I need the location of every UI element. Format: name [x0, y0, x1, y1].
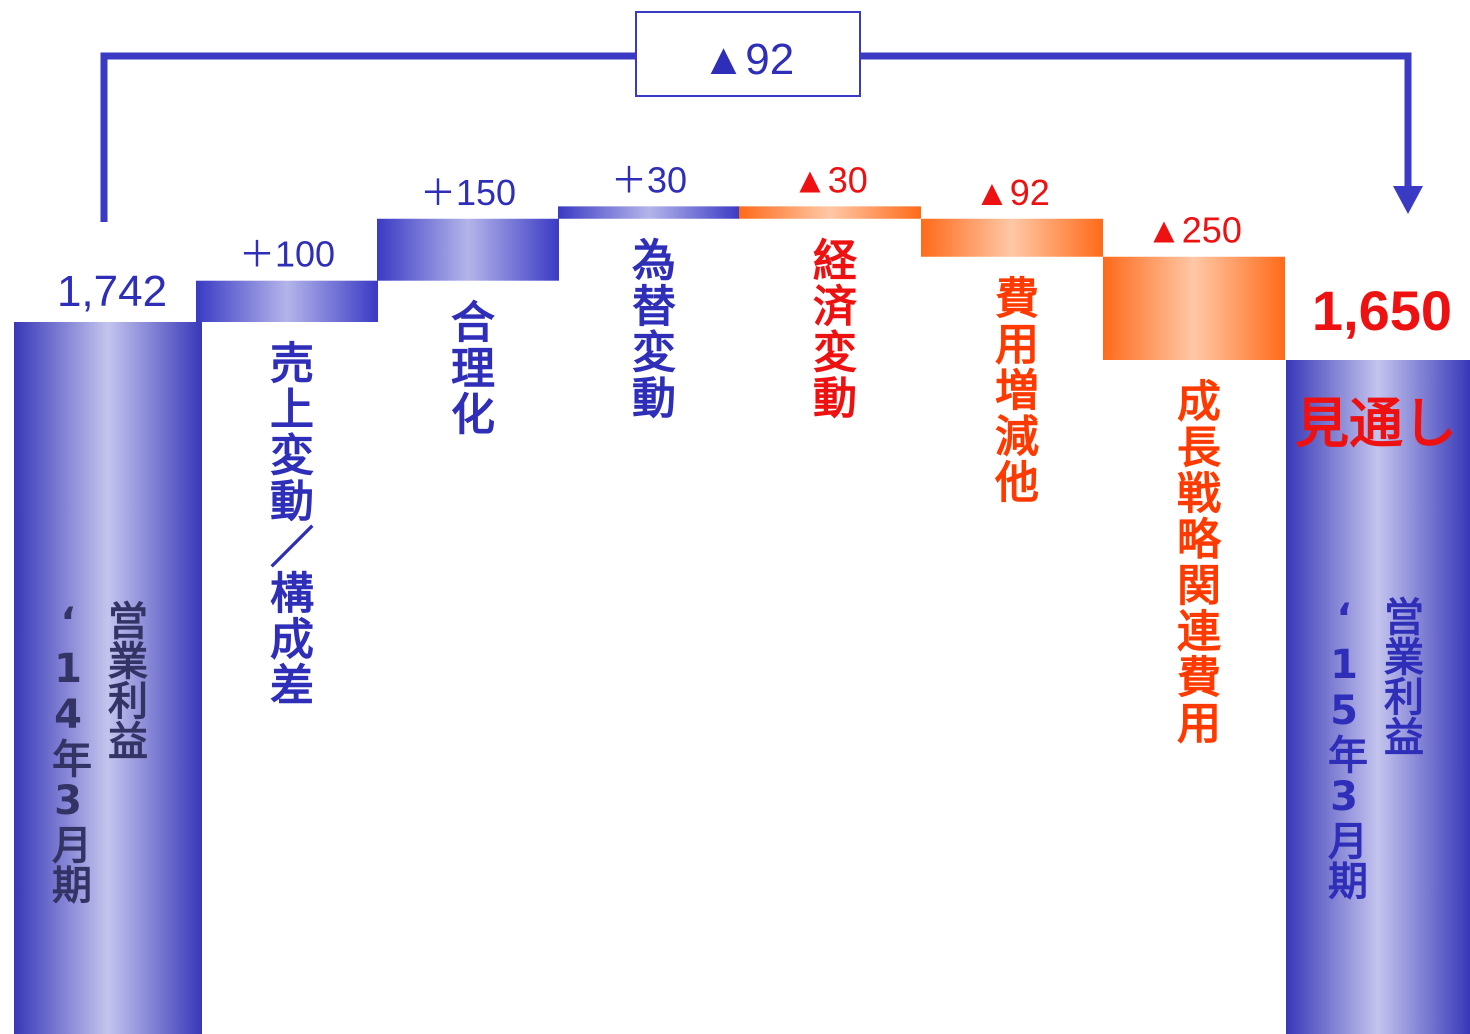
bar-step-6	[1103, 256, 1285, 360]
category-label-start: 営業利益 ‘14年3月期	[40, 600, 152, 904]
value-label-start: 1,742	[57, 267, 167, 316]
bracket-arrowhead	[1393, 186, 1423, 214]
delta-label-5: ▲92	[974, 172, 1050, 213]
bar-step-2	[377, 218, 559, 281]
delta-label-4: ▲30	[792, 159, 868, 200]
total-change-label: ▲92	[702, 35, 795, 84]
value-label-end: 1,650	[1312, 279, 1452, 342]
category-label-end-line-2: ‘15年3月期	[1321, 596, 1367, 900]
delta-label-3: ＋30	[611, 159, 687, 200]
delta-label-2: ＋150	[420, 172, 516, 213]
bar-step-5	[921, 218, 1103, 257]
category-label-start-line-1: 営業利益	[101, 600, 147, 760]
bracket-line	[100, 52, 1412, 222]
category-label-end: 営業利益 ‘15年3月期	[1316, 596, 1428, 900]
bar-start	[14, 322, 202, 1034]
bar-step-3	[558, 206, 740, 219]
category-label-3: 為替変動	[624, 236, 675, 421]
category-label-4: 経済変動	[805, 236, 856, 421]
total-change-box	[635, 11, 861, 97]
category-label-1: 売上変動／構成差	[262, 340, 313, 708]
category-label-5: 費用増減他	[987, 274, 1038, 505]
delta-label-1: ＋100	[239, 234, 335, 275]
delta-label-6: ▲250	[1146, 210, 1242, 251]
bar-end	[1286, 359, 1470, 1034]
bar-step-1	[196, 280, 378, 322]
category-label-2: 合理化	[443, 298, 494, 437]
bar-step-4	[739, 206, 921, 219]
total-change-bracket: ▲92	[100, 11, 1423, 222]
category-label-start-line-2: ‘14年3月期	[45, 600, 91, 904]
category-label-end-line-1: 営業利益	[1377, 596, 1423, 756]
end-note-label: 見通し	[1295, 392, 1457, 455]
category-label-6: 成長戦略関連費用	[1169, 377, 1220, 746]
